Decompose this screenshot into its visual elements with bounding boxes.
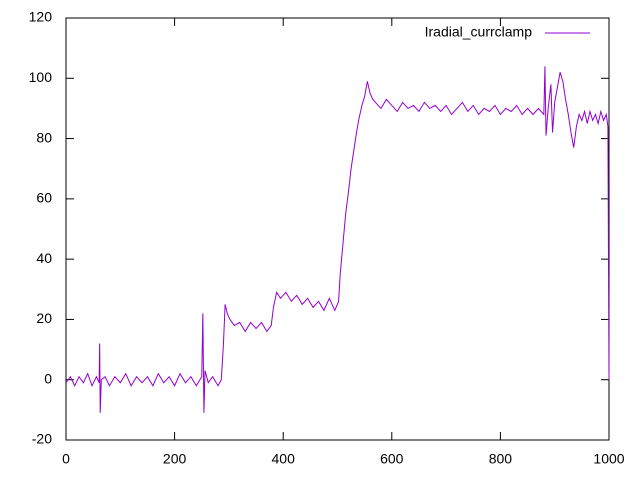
x-tick-label: 1000: [593, 451, 624, 467]
x-tick-label: 0: [62, 451, 70, 467]
x-tick-label: 200: [163, 451, 187, 467]
y-tick-label: 60: [36, 190, 52, 206]
x-tick-label: 800: [489, 451, 513, 467]
legend-label: Iradial_currclamp: [425, 24, 533, 40]
y-tick-label: 40: [36, 250, 52, 266]
data-line: [65, 66, 610, 413]
x-tick-label: 400: [272, 451, 296, 467]
y-tick-label: 100: [29, 69, 53, 85]
y-tick-label: 80: [36, 129, 52, 145]
y-tick-label: 20: [36, 310, 52, 326]
y-tick-label: -20: [32, 431, 52, 447]
x-tick-label: 600: [380, 451, 404, 467]
y-tick-label: 120: [29, 9, 53, 25]
plot-border: [65, 17, 610, 441]
y-tick-label: 0: [44, 370, 52, 386]
